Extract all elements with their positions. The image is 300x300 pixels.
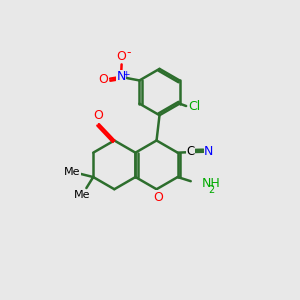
Text: 2: 2 xyxy=(208,184,215,194)
Text: Me: Me xyxy=(64,167,80,177)
Text: C: C xyxy=(187,145,195,158)
Text: N: N xyxy=(116,70,126,83)
Text: O: O xyxy=(117,50,127,63)
Text: Cl: Cl xyxy=(188,100,201,113)
Text: O: O xyxy=(153,191,163,204)
Text: O: O xyxy=(93,109,103,122)
Text: -: - xyxy=(127,46,131,59)
Text: NH: NH xyxy=(202,177,221,190)
Text: Me: Me xyxy=(74,190,90,200)
Text: N: N xyxy=(204,145,214,158)
Text: +: + xyxy=(122,70,129,79)
Text: O: O xyxy=(98,73,108,86)
